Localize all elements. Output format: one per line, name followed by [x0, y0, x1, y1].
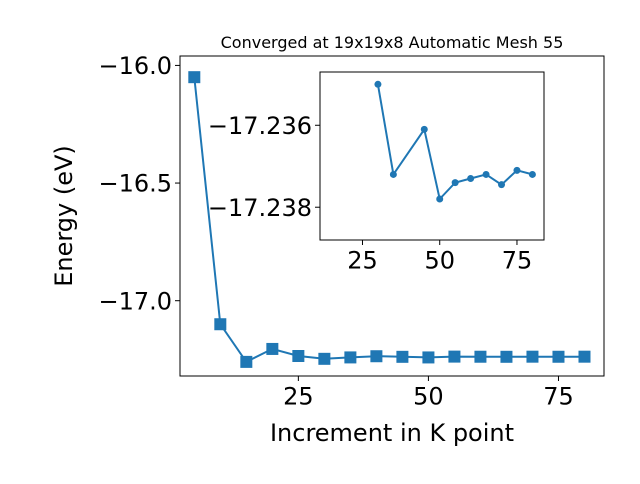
main-data-point: [292, 350, 305, 362]
inset-data-point: [436, 195, 444, 203]
main-x-tick-label: 75: [543, 383, 574, 411]
main-data-point: [396, 350, 409, 363]
main-data-point: [552, 350, 565, 363]
inset-x-tick-label: 25: [347, 247, 378, 275]
main-y-ticks: −16.0 −16.5 −17.0: [98, 52, 180, 315]
inset-data-point: [389, 170, 397, 178]
main-y-axis-label: Energy (eV): [50, 145, 78, 287]
main-series-line: [193, 77, 585, 364]
inset-x-ticks: 25 50 75: [347, 240, 532, 275]
inset-series-energy: [374, 80, 536, 203]
main-data-point: [214, 318, 227, 331]
inset-x-tick-label: 75: [502, 247, 533, 275]
main-y-tick-label: −16.0: [98, 52, 172, 80]
inset-data-point: [451, 179, 459, 187]
inset-data-point: [482, 170, 490, 178]
main-data-point: [266, 342, 279, 355]
inset-data-point: [420, 125, 428, 133]
inset-x-tick-label: 50: [424, 247, 455, 275]
inset-y-tick-label: −17.236: [208, 112, 312, 140]
main-series-energy: [188, 71, 591, 368]
main-data-point: [526, 350, 539, 363]
main-x-axis-label: Increment in K point: [270, 419, 514, 447]
inset-y-ticks: −17.238 −17.236: [208, 112, 320, 222]
main-data-point: [474, 350, 487, 363]
inset-data-point: [374, 80, 382, 88]
main-data-point: [188, 71, 201, 84]
main-x-ticks: 25 50 75: [283, 376, 574, 411]
main-data-point: [578, 350, 591, 363]
main-y-tick-label: −16.5: [98, 170, 172, 198]
inset-y-tick-label: −17.238: [208, 194, 312, 222]
inset-plot-area: [319, 71, 545, 241]
main-data-point: [370, 350, 383, 363]
main-data-point: [318, 352, 331, 365]
main-data-point: [344, 351, 357, 364]
inset-data-point: [513, 166, 521, 174]
main-x-tick-label: 25: [283, 383, 314, 411]
inset-data-point: [528, 170, 536, 178]
inset-data-point: [467, 175, 475, 183]
main-data-point: [448, 350, 461, 363]
main-data-point: [422, 351, 435, 364]
main-chart-title: Converged at 19x19x8 Automatic Mesh 55: [221, 33, 564, 52]
main-x-tick-label: 50: [413, 383, 444, 411]
inset-data-point: [498, 181, 506, 189]
inset-series-line: [376, 84, 533, 202]
main-y-tick-label: −17.0: [98, 287, 172, 315]
main-data-point: [500, 350, 513, 363]
main-data-point: [240, 355, 253, 368]
